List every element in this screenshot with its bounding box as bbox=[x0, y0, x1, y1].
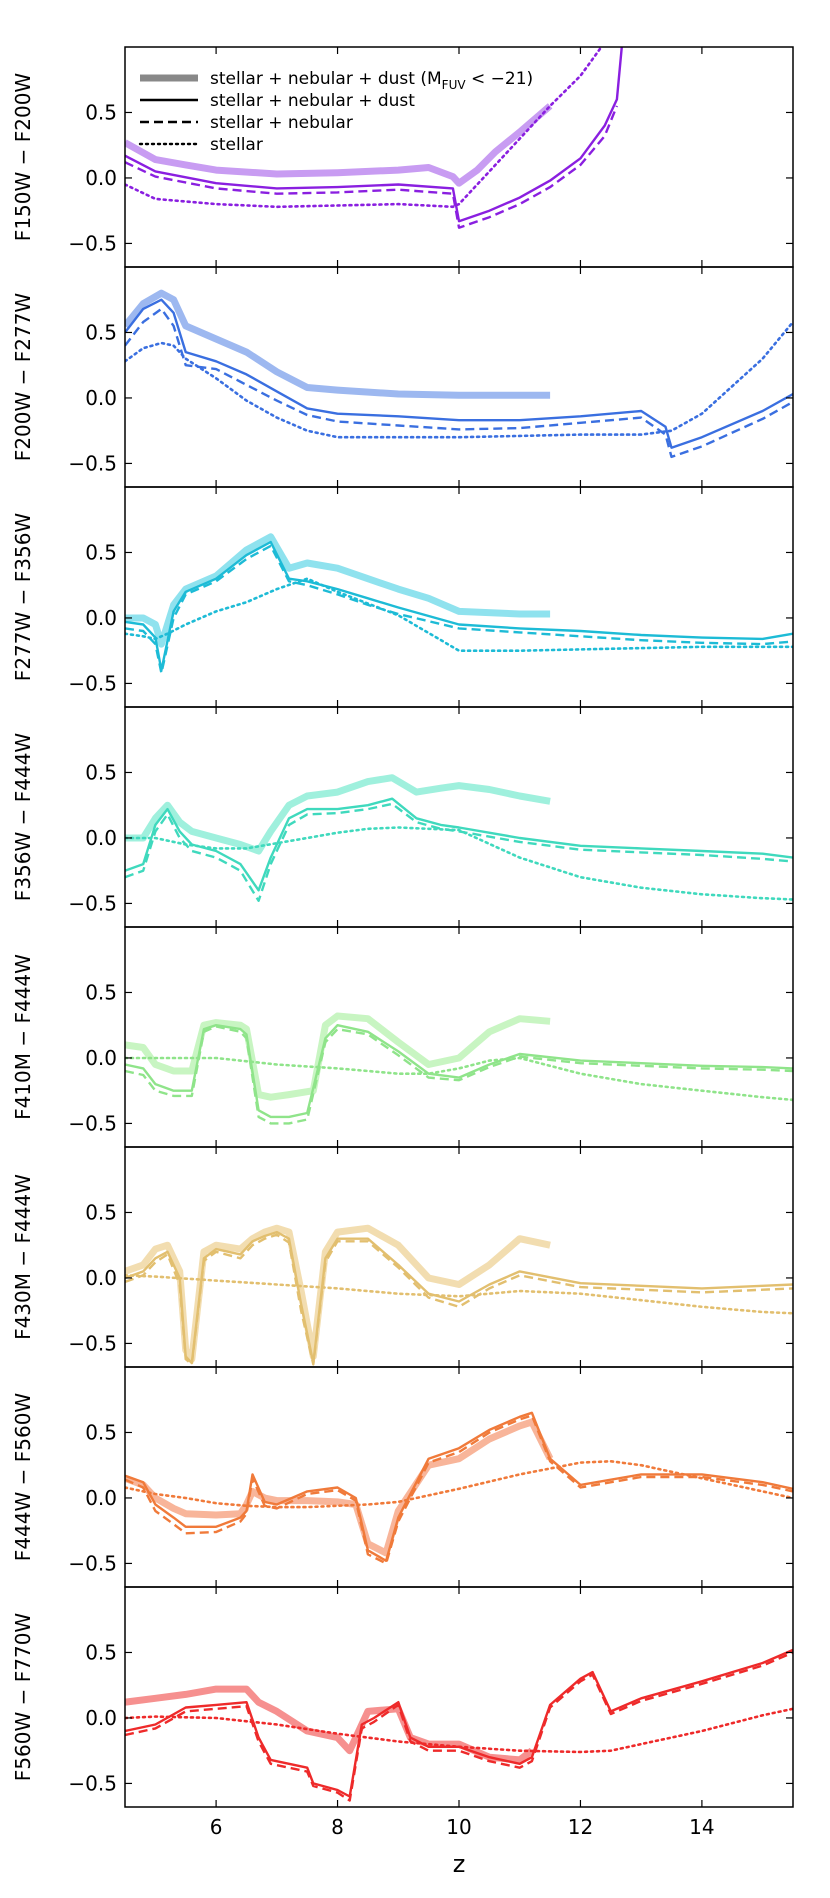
panel-4: −0.5 0.0 0.5 F356W − F444W bbox=[11, 706, 794, 928]
series-solid-line bbox=[125, 797, 793, 892]
y-tick-label: 0.0 bbox=[85, 1046, 117, 1070]
y-tick-label: 0.0 bbox=[85, 1486, 117, 1510]
legend-thick-label: stellar + nebular + dust (MFUV < −21) bbox=[210, 69, 533, 92]
panel-1-series bbox=[125, 47, 623, 229]
panel-frame bbox=[124, 486, 794, 708]
legend-solid-label: stellar + nebular + dust bbox=[210, 91, 415, 111]
series-solid-line bbox=[125, 1023, 793, 1119]
y-tick-label: −0.5 bbox=[68, 671, 117, 695]
x-tick-label: 8 bbox=[331, 1815, 344, 1839]
series-dotted-line bbox=[125, 577, 793, 653]
series-thick-line bbox=[125, 289, 551, 399]
x-axis-label: z bbox=[453, 1850, 466, 1878]
y-tick-label: 0.0 bbox=[85, 1266, 117, 1290]
panel-8-series bbox=[125, 1648, 793, 1802]
legend: stellar + nebular + dust (MFUV < −21)ste… bbox=[138, 69, 533, 155]
y-tick-label: −0.5 bbox=[68, 1111, 117, 1135]
series-dashed-line bbox=[125, 1025, 793, 1125]
y-tick-label: 0.5 bbox=[85, 980, 117, 1004]
series-dashed-line bbox=[125, 1233, 793, 1366]
series-dashed-line bbox=[125, 307, 793, 459]
series-dotted-line bbox=[125, 826, 793, 901]
y-tick-label: 0.5 bbox=[85, 1420, 117, 1444]
y-tick-label: 0.0 bbox=[85, 1706, 117, 1730]
y-axis-label: F444W − F560W bbox=[11, 1393, 35, 1562]
panel-7: −0.5 0.0 0.5 F444W − F560W bbox=[11, 1366, 794, 1588]
series-thick-line bbox=[125, 1685, 535, 1764]
panel-5-series bbox=[125, 1012, 793, 1125]
panel-frame bbox=[124, 1146, 794, 1368]
series-thick-line bbox=[125, 1012, 551, 1101]
x-tick-label: 10 bbox=[446, 1815, 471, 1839]
series-dotted-line bbox=[125, 320, 793, 439]
panel-frame bbox=[124, 266, 794, 488]
series-dashed-line bbox=[125, 105, 619, 229]
series-solid-line bbox=[125, 47, 623, 223]
panel-5: −0.5 0.0 0.5 F410M − F444W bbox=[11, 926, 794, 1148]
y-axis-label: F430M − F444W bbox=[11, 1174, 35, 1340]
legend-dotted-label: stellar bbox=[210, 135, 263, 155]
y-tick-label: 0.5 bbox=[85, 100, 117, 124]
y-axis-label: F277W − F356W bbox=[11, 513, 35, 682]
series-dashed-line bbox=[125, 802, 793, 902]
series-thick-line bbox=[125, 1224, 551, 1363]
series-dashed-line bbox=[125, 1414, 793, 1565]
panel-4-series bbox=[125, 774, 793, 902]
x-tick-label: 12 bbox=[568, 1815, 593, 1839]
x-tick-label: 6 bbox=[210, 1815, 223, 1839]
series-dashed-line bbox=[125, 544, 793, 675]
y-tick-label: 0.5 bbox=[85, 760, 117, 784]
series-dotted-line bbox=[125, 47, 603, 209]
series-dotted-line bbox=[125, 1056, 793, 1102]
y-tick-label: 0.5 bbox=[85, 540, 117, 564]
y-tick-label: 0.5 bbox=[85, 1200, 117, 1224]
series-solid-line bbox=[125, 1230, 793, 1365]
series-thick-line bbox=[125, 1418, 554, 1557]
x-tick-label: 14 bbox=[689, 1815, 714, 1839]
y-tick-label: 0.0 bbox=[85, 166, 117, 190]
panel-1: −0.5 0.0 0.5 F150W − F200W bbox=[11, 46, 794, 268]
legend-dashed-label: stellar + nebular bbox=[210, 113, 353, 133]
series-solid-line bbox=[125, 1411, 793, 1563]
panel-frame bbox=[124, 1586, 794, 1808]
panel-3-series bbox=[125, 533, 793, 675]
panel-6-series bbox=[125, 1224, 793, 1366]
y-axis-label: F150W − F200W bbox=[11, 73, 35, 242]
y-tick-label: 0.0 bbox=[85, 386, 117, 410]
y-tick-label: 0.5 bbox=[85, 320, 117, 344]
series-solid-line bbox=[125, 298, 793, 449]
y-tick-label: −0.5 bbox=[68, 451, 117, 475]
panel-6: −0.5 0.0 0.5 F430M − F444W bbox=[11, 1146, 794, 1368]
series-thick-line bbox=[125, 774, 551, 855]
panel-2: −0.5 0.0 0.5 F200W − F277W bbox=[11, 266, 794, 488]
panel-8: −0.5 0.0 0.5 F560W − F770W bbox=[11, 1586, 794, 1808]
series-dotted-line bbox=[125, 1460, 793, 1509]
series-thick-line bbox=[125, 533, 551, 648]
y-tick-label: −0.5 bbox=[68, 231, 117, 255]
y-tick-label: 0.5 bbox=[85, 1640, 117, 1664]
y-axis-label: F356W − F444W bbox=[11, 733, 35, 902]
y-axis-label: F410M − F444W bbox=[11, 954, 35, 1120]
y-axis-label: F560W − F770W bbox=[11, 1613, 35, 1782]
y-tick-label: −0.5 bbox=[68, 1551, 117, 1575]
panel-7-series bbox=[125, 1411, 793, 1565]
series-dotted-line bbox=[125, 1274, 793, 1315]
series-solid-line bbox=[125, 1648, 793, 1798]
y-tick-label: 0.0 bbox=[85, 826, 117, 850]
panel-2-series bbox=[125, 289, 793, 459]
series-dotted-line bbox=[125, 1707, 793, 1754]
panel-frame bbox=[124, 706, 794, 928]
series-thick-line bbox=[125, 103, 553, 187]
panel-3: −0.5 0.0 0.5 F277W − F356W bbox=[11, 486, 794, 708]
y-tick-label: −0.5 bbox=[68, 1331, 117, 1355]
panel-frame bbox=[124, 926, 794, 1148]
y-axis-label: F200W − F277W bbox=[11, 293, 35, 462]
y-tick-label: −0.5 bbox=[68, 891, 117, 915]
y-tick-label: 0.0 bbox=[85, 606, 117, 630]
series-dashed-line bbox=[125, 1651, 793, 1802]
y-tick-label: −0.5 bbox=[68, 1771, 117, 1795]
